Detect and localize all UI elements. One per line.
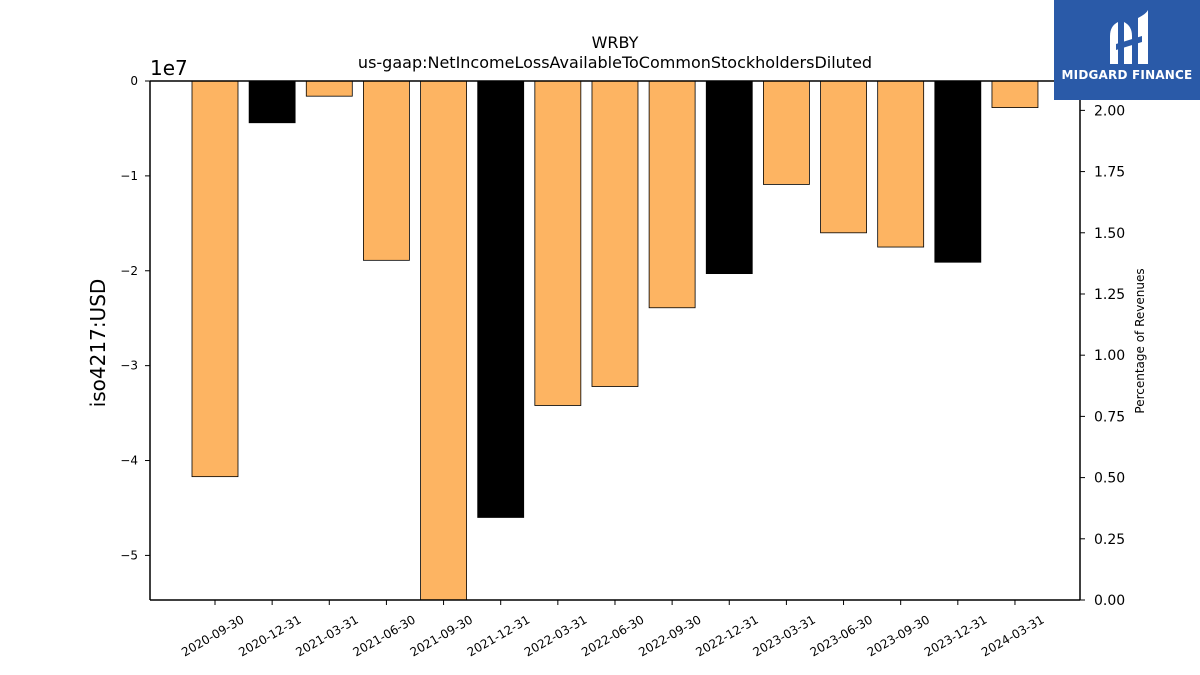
y2-tick-label: 0.50 bbox=[1094, 471, 1125, 487]
bar-2024-03-31 bbox=[991, 80, 1039, 108]
logo-text: MIDGARD FINANCE bbox=[1061, 68, 1193, 82]
y-tick-label: −1 bbox=[120, 169, 138, 183]
y-offset-label: 1e7 bbox=[150, 56, 188, 80]
y-tick-label: −5 bbox=[120, 548, 138, 562]
bar-2023-09-30 bbox=[877, 80, 925, 248]
y2-tick-label: 1.25 bbox=[1094, 287, 1125, 303]
bar-2022-06-30 bbox=[591, 80, 639, 387]
x-tick-label: 2023-09-30 bbox=[865, 612, 932, 659]
bar-2023-06-30 bbox=[820, 80, 867, 234]
x-tick-label: 2021-06-30 bbox=[351, 612, 418, 659]
x-tick-label: 2022-09-30 bbox=[636, 612, 703, 659]
bar-2023-03-31 bbox=[763, 80, 810, 185]
x-tick-label: 2024-03-31 bbox=[979, 612, 1046, 659]
y2-tick-label: 0.00 bbox=[1094, 593, 1125, 609]
y-tick-label: 0 bbox=[130, 74, 138, 88]
x-tick-label: 2023-06-30 bbox=[808, 612, 875, 659]
x-tick-label: 2022-03-31 bbox=[522, 612, 589, 659]
x-tick-label: 2022-12-31 bbox=[693, 612, 760, 659]
y2-axis-label: Percentage of Revenues bbox=[1133, 268, 1147, 413]
bar-2022-12-31 bbox=[705, 80, 753, 275]
x-tick-label: 2023-12-31 bbox=[922, 612, 989, 659]
y-axis-label: iso4217:USD bbox=[86, 279, 110, 408]
x-tick-label: 2021-03-31 bbox=[293, 612, 360, 659]
bar-2020-09-30 bbox=[191, 80, 239, 478]
x-tick-label: 2023-03-31 bbox=[750, 612, 817, 659]
bar-2022-03-31 bbox=[534, 80, 582, 406]
bars-group bbox=[191, 80, 1039, 601]
chart-subtitle: us-gaap:NetIncomeLossAvailableToCommonSt… bbox=[358, 53, 872, 72]
x-tick-label: 2020-12-31 bbox=[236, 612, 303, 659]
bar-2021-03-31 bbox=[305, 80, 353, 97]
x-tick-label: 2021-09-30 bbox=[408, 612, 475, 659]
chart-title: WRBY bbox=[592, 33, 639, 52]
y2-tick-label: 2.00 bbox=[1094, 103, 1125, 119]
y-tick-label: −4 bbox=[120, 454, 138, 468]
x-tick-label: 2022-06-30 bbox=[579, 612, 646, 659]
midgard-logo: MIDGARD FINANCE bbox=[1054, 0, 1200, 100]
bar-2023-12-31 bbox=[934, 80, 982, 263]
bar-2021-06-30 bbox=[363, 80, 410, 261]
bar-2020-12-31 bbox=[248, 80, 296, 124]
y2-tick-label: 0.75 bbox=[1094, 409, 1125, 425]
y2-tick-label: 0.25 bbox=[1094, 532, 1125, 548]
y2-tick-label: 1.50 bbox=[1094, 226, 1125, 242]
y2-tick-label: 1.00 bbox=[1094, 348, 1125, 364]
y-tick-label: −2 bbox=[120, 264, 138, 278]
midgard-logo-icon bbox=[1110, 10, 1148, 64]
bar-2022-09-30 bbox=[648, 80, 696, 309]
x-tick-label: 2021-12-31 bbox=[465, 612, 532, 659]
y-tick-label: −3 bbox=[120, 359, 138, 373]
bar-2021-09-30 bbox=[420, 80, 467, 601]
bar-2021-12-31 bbox=[477, 80, 525, 518]
y2-tick-label: 1.75 bbox=[1094, 165, 1125, 181]
x-tick-label: 2020-09-30 bbox=[179, 612, 246, 659]
